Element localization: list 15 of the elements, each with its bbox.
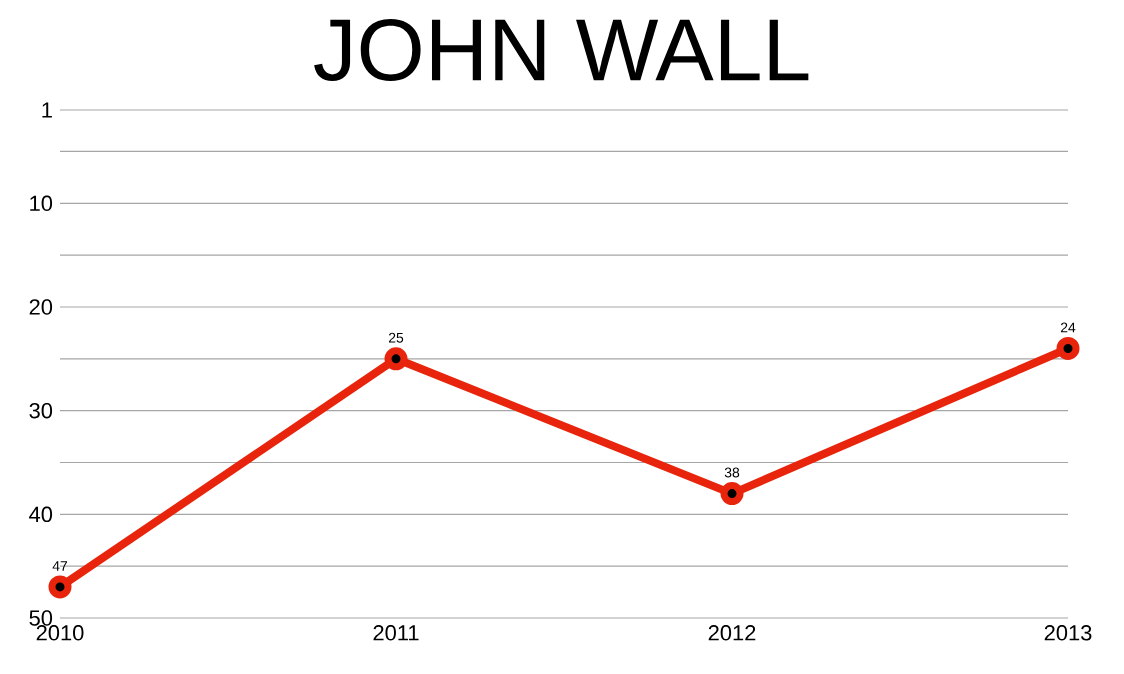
y-tick-label: 1 <box>42 102 52 118</box>
y-tick-label: 10 <box>30 195 53 212</box>
x-tick-label: 2011 <box>373 625 419 641</box>
y-tick-label: 20 <box>29 299 53 315</box>
chart-title: JOHN WALL <box>314 18 809 82</box>
y-tick-label: 30 <box>29 402 53 419</box>
point <box>384 347 408 371</box>
y-tick-label: 50 <box>29 610 53 626</box>
x-tick-label: 2013 <box>1044 625 1092 641</box>
point <box>48 575 72 599</box>
x-tick-label: 2012 <box>708 625 756 641</box>
point <box>1056 336 1080 360</box>
x-tick-label: 2010 <box>36 625 84 641</box>
point <box>720 482 744 506</box>
y-tick-label: 40 <box>29 506 53 523</box>
